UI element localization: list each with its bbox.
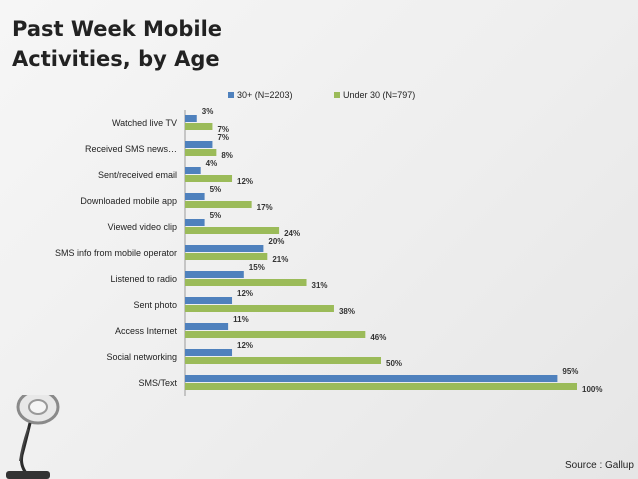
data-label: 50% — [386, 359, 402, 368]
data-label: 5% — [210, 211, 222, 220]
data-label: 95% — [562, 367, 578, 376]
legend-label: Under 30 (N=797) — [343, 90, 415, 100]
category-label: SMS info from mobile operator — [55, 248, 177, 258]
bar — [185, 375, 558, 382]
data-label: 11% — [233, 315, 249, 324]
data-label: 31% — [312, 281, 328, 290]
data-label: 8% — [221, 151, 233, 160]
title-line-1: Past Week Mobile — [12, 17, 223, 41]
desk-lamp-icon — [6, 395, 60, 479]
title-line-2: Activities, by Age — [12, 47, 220, 71]
data-label: 7% — [217, 125, 229, 134]
data-label: 5% — [210, 185, 222, 194]
source-note: Source : Gallup — [565, 460, 634, 471]
category-label: SMS/Text — [138, 378, 177, 388]
data-label: 100% — [582, 385, 602, 394]
data-label: 15% — [249, 263, 265, 272]
category-label: Viewed video clip — [108, 222, 177, 232]
bar — [185, 305, 334, 312]
bar — [185, 201, 252, 208]
data-label: 38% — [339, 307, 355, 316]
legend-swatch — [334, 92, 340, 98]
bar — [185, 271, 244, 278]
bar — [185, 167, 201, 174]
data-label: 24% — [284, 229, 300, 238]
bar — [185, 323, 229, 330]
legend-swatch — [228, 92, 234, 98]
bar — [185, 279, 307, 286]
bar — [185, 219, 205, 226]
bar — [185, 349, 233, 356]
slide-title: Past Week Mobile Activities, by Age — [12, 14, 412, 74]
data-label: 12% — [237, 341, 253, 350]
bar — [185, 149, 217, 156]
bar — [185, 331, 366, 338]
bar — [185, 115, 197, 122]
category-label: Sent photo — [133, 300, 177, 310]
bar — [185, 141, 213, 148]
category-label: Watched live TV — [112, 118, 177, 128]
bar — [185, 357, 381, 364]
bar — [185, 227, 280, 234]
bar — [185, 123, 213, 130]
data-label: 21% — [272, 255, 288, 264]
data-label: 20% — [268, 237, 284, 246]
category-label: Received SMS news… — [85, 144, 177, 154]
data-label: 17% — [257, 203, 273, 212]
data-label: 7% — [217, 133, 229, 142]
category-label: Sent/received email — [98, 170, 177, 180]
data-label: 46% — [370, 333, 386, 342]
category-label: Downloaded mobile app — [80, 196, 177, 206]
data-label: 12% — [237, 177, 253, 186]
category-label: Access Internet — [115, 326, 178, 336]
bar — [185, 193, 205, 200]
data-label: 12% — [237, 289, 253, 298]
data-label: 3% — [202, 107, 214, 116]
category-label: Listened to radio — [110, 274, 177, 284]
bar — [185, 297, 233, 304]
legend-label: 30+ (N=2203) — [237, 90, 293, 100]
data-label: 4% — [206, 159, 218, 168]
bar — [185, 245, 264, 252]
bar — [185, 383, 577, 390]
bar — [185, 175, 233, 182]
bar — [185, 253, 268, 260]
category-label: Social networking — [106, 352, 177, 362]
